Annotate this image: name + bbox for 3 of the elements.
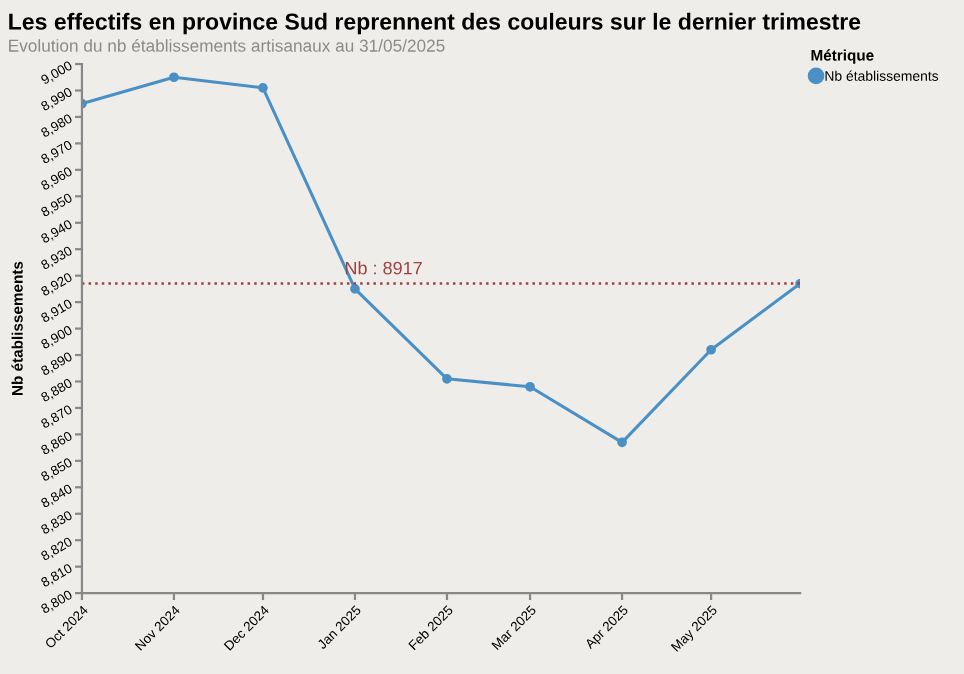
chart-subtitle: Evolution du nb établissements artisanaux au 31/05/2025 xyxy=(9,38,445,52)
ref-line-label: Nb : 8917 xyxy=(345,261,422,275)
chart-title: Les effectifs en province Sud reprennent des couleurs sur le dernier trimestre xyxy=(9,12,861,35)
